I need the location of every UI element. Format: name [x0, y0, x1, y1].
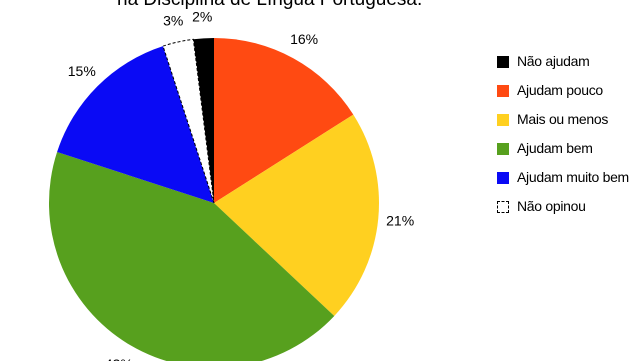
legend-swatch — [497, 85, 509, 97]
legend-item-nao-opinou: Não opinou — [497, 197, 643, 226]
legend-swatch — [497, 143, 509, 155]
legend-item-ajudam-pouco: Ajudam pouco — [497, 81, 643, 110]
legend-label: Ajudam bem — [517, 140, 593, 156]
legend-item-mais-ou-menos: Mais ou menos — [497, 110, 643, 139]
slice-label-ajudam-bem: 43% — [105, 356, 133, 361]
chart-title: na Disciplina de Língua Portuguesa. — [0, 0, 643, 11]
legend-item-ajudam-muito-bem: Ajudam muito bem — [497, 168, 643, 197]
pie-slice-ajudam-pouco — [214, 38, 354, 203]
pie-slice-mais-ou-menos — [214, 114, 379, 316]
legend-item-ajudam-bem: Ajudam bem — [497, 139, 643, 168]
pie-slice-nao-opinou — [162, 38, 215, 204]
pie-slice-ajudam-bem — [49, 152, 335, 361]
slice-label-ajudam-pouco: 16% — [290, 31, 318, 47]
legend-swatch — [497, 201, 509, 213]
chart-legend: Não ajudam Ajudam pouco Mais ou menos Ajuda… — [497, 52, 643, 226]
slice-label-mais-ou-menos: 21% — [386, 213, 414, 229]
legend-label: Não ajudam — [517, 53, 590, 69]
legend-label: Ajudam muito bem — [517, 169, 629, 185]
legend-label: Ajudam pouco — [517, 82, 603, 98]
legend-item-nao-ajudam: Não ajudam — [497, 52, 643, 81]
slice-label-nao-opinou: 3% — [163, 13, 183, 29]
slice-label-nao-ajudam: 2% — [192, 8, 212, 24]
legend-swatch — [497, 56, 509, 68]
legend-label: Não opinou — [517, 198, 586, 214]
legend-label: Mais ou menos — [517, 111, 609, 127]
slice-label-ajudam-muito-bem: 15% — [68, 63, 96, 79]
pie-slice-ajudam-muito-bem — [57, 46, 214, 203]
legend-swatch — [497, 172, 509, 184]
legend-swatch — [497, 114, 509, 126]
